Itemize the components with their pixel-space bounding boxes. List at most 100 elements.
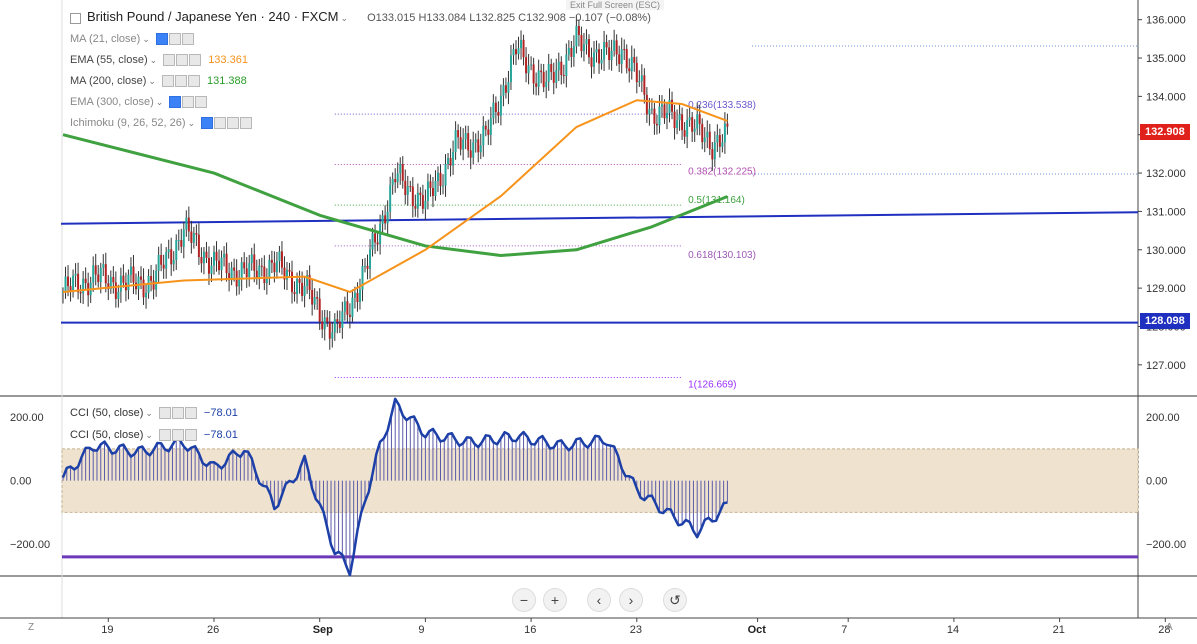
indicator-row[interactable]: Ichimoku (9, 26, 52, 26) ⌄	[70, 116, 253, 130]
cci-legend-row[interactable]: CCI (50, close) ⌄ −78.01	[70, 406, 238, 420]
indicator-controls[interactable]	[169, 95, 208, 109]
candle-body	[150, 275, 153, 281]
visibility-icon[interactable]	[201, 117, 214, 130]
candle-body	[306, 274, 309, 286]
candle-body	[633, 56, 636, 63]
indicator-label[interactable]: Ichimoku (9, 26, 52, 26)	[70, 117, 186, 129]
close-icon[interactable]	[187, 75, 200, 88]
auto-scale-toggle[interactable]: A	[1166, 622, 1173, 633]
settings-icon[interactable]	[174, 75, 187, 88]
cci-controls[interactable]	[158, 406, 198, 420]
candle-body	[421, 195, 424, 209]
visibility-icon[interactable]	[169, 96, 182, 109]
scroll-left-button[interactable]: ‹	[587, 588, 611, 612]
indicator-row[interactable]: EMA (300, close) ⌄	[70, 95, 208, 109]
candle-body	[192, 233, 195, 243]
candle-body	[313, 297, 316, 305]
settings-icon[interactable]	[176, 54, 189, 67]
candle-body	[691, 117, 694, 132]
candle-body	[582, 44, 585, 52]
candle-body	[449, 157, 452, 166]
close-icon[interactable]	[181, 33, 194, 46]
candle-body	[308, 274, 311, 290]
candle-body	[263, 266, 266, 284]
indicator-controls[interactable]	[163, 53, 202, 67]
indicator-controls[interactable]	[155, 32, 195, 46]
scroll-right-button[interactable]: ›	[619, 588, 643, 612]
close-icon[interactable]	[184, 429, 197, 442]
cci-label[interactable]: CCI (50, close)	[70, 429, 144, 441]
indicator-label[interactable]: EMA (55, close)	[70, 54, 148, 66]
candle-body	[542, 72, 545, 88]
visibility-icon[interactable]	[163, 54, 176, 67]
cci-value: −78.01	[203, 407, 238, 419]
candle-body	[250, 254, 253, 264]
indicator-row[interactable]: MA (21, close) ⌄	[70, 32, 195, 46]
settings-icon[interactable]	[168, 33, 181, 46]
candle-body	[348, 314, 351, 317]
chevron-down-icon[interactable]: ⌄	[340, 13, 349, 23]
source-icon[interactable]	[240, 117, 253, 130]
chevron-down-icon[interactable]: ⌄	[187, 118, 196, 128]
cci-controls[interactable]	[158, 428, 198, 442]
candle-body	[353, 292, 356, 298]
candle-body	[590, 57, 593, 67]
settings-icon[interactable]	[171, 407, 184, 420]
indicator-label[interactable]: EMA (300, close)	[70, 96, 154, 108]
candle-body	[522, 39, 525, 58]
close-icon[interactable]	[189, 54, 202, 67]
chevron-down-icon[interactable]: ⌄	[148, 76, 156, 86]
settings-icon[interactable]	[214, 117, 227, 130]
exit-full-screen-label[interactable]: Exit Full Screen (ESC)	[566, 0, 665, 10]
price-tick-label: 135.000	[1146, 53, 1186, 65]
cci-label[interactable]: CCI (50, close)	[70, 407, 144, 419]
candle-body	[658, 106, 661, 126]
candle-body	[638, 80, 641, 83]
chevron-down-icon[interactable]: ⌄	[145, 430, 153, 440]
close-icon[interactable]	[227, 117, 240, 130]
fib-level-label: 1(126.669)	[688, 380, 736, 391]
candle-body	[628, 68, 631, 72]
reset-chart-button[interactable]: ↺	[663, 588, 687, 612]
candle-body	[469, 150, 472, 158]
candle-body	[336, 319, 339, 322]
indicator-label[interactable]: MA (21, close)	[70, 33, 141, 45]
indicator-label[interactable]: MA (200, close)	[70, 75, 147, 87]
candle-body	[389, 184, 392, 212]
close-icon[interactable]	[195, 96, 208, 109]
cci-tick-label-right: 0.00	[1146, 476, 1167, 488]
settings-icon[interactable]	[182, 96, 195, 109]
chevron-down-icon[interactable]: ⌄	[149, 55, 158, 65]
indicator-controls[interactable]	[161, 74, 201, 88]
candle-body	[220, 257, 223, 271]
visibility-icon[interactable]	[158, 407, 171, 420]
visibility-icon[interactable]	[158, 429, 171, 442]
visibility-icon[interactable]	[155, 33, 168, 46]
candle-body	[650, 108, 653, 110]
indicator-row[interactable]: MA (200, close) ⌄ 131.388	[70, 74, 247, 88]
indicator-row[interactable]: EMA (55, close) ⌄ 133.361	[70, 53, 248, 67]
candle-body	[595, 49, 598, 53]
candle-body	[429, 181, 432, 188]
candle-body	[190, 231, 193, 243]
symbol-title[interactable]: British Pound / Japanese Yen · 240 · FXC…	[87, 9, 339, 24]
candle-body	[673, 111, 676, 129]
collapse-icon[interactable]	[70, 12, 81, 24]
settings-icon[interactable]	[171, 429, 184, 442]
zoom-in-button[interactable]: +	[543, 588, 567, 612]
chevron-down-icon[interactable]: ⌄	[142, 34, 150, 44]
chevron-down-icon[interactable]: ⌄	[155, 97, 164, 107]
cci-legend-row[interactable]: CCI (50, close) ⌄ −78.01	[70, 428, 238, 442]
candle-body	[280, 251, 283, 268]
indicator-controls[interactable]	[201, 116, 253, 130]
close-icon[interactable]	[184, 407, 197, 420]
timezone-toggle[interactable]: Z	[28, 622, 35, 633]
candle-body	[703, 137, 706, 143]
chevron-down-icon[interactable]: ⌄	[145, 408, 153, 418]
candle-body	[255, 270, 258, 279]
candle-body	[693, 128, 696, 132]
candle-body	[484, 125, 487, 130]
visibility-icon[interactable]	[161, 75, 174, 88]
candle-body	[474, 139, 477, 143]
zoom-out-button[interactable]: −	[512, 588, 536, 612]
